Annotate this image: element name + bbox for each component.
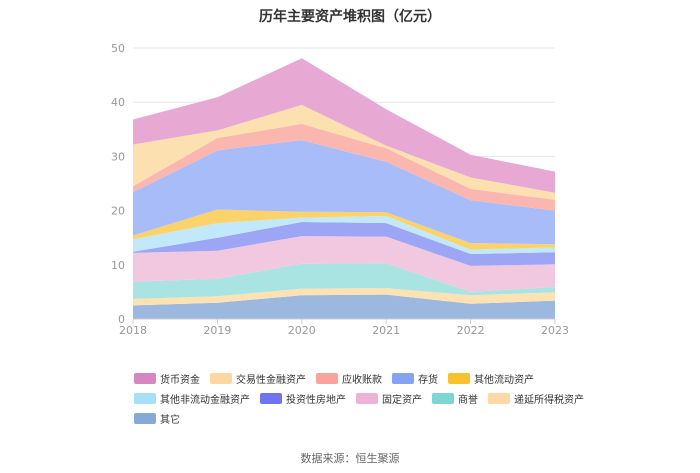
legend-swatch (316, 372, 338, 384)
legend-item[interactable]: 固定资产 (356, 391, 422, 406)
x-tick-label: 2021 (372, 324, 400, 337)
area-series-6[interactable] (133, 209, 555, 250)
legend-swatch (392, 372, 414, 384)
stacked-area-plot: 0 10 20 30 40 50 2018 2019 2020 2021 2022 2023 (111, 42, 569, 337)
legend-row: 货币资金 交易性金融资产 应收账款 存货 其他流动资产 (134, 368, 594, 388)
legend-item[interactable]: 交易性金融资产 (210, 371, 306, 386)
area-series-9[interactable] (133, 104, 555, 200)
legend-item[interactable]: 其他流动资产 (448, 371, 534, 386)
source-note: 数据来源：恒生聚源 (300, 452, 400, 465)
legend-swatch (134, 392, 156, 404)
x-tick-label: 2019 (203, 324, 231, 337)
legend-swatch (260, 392, 282, 404)
axes: 0 10 20 30 40 50 2018 2019 2020 2021 2022 2023 (111, 42, 569, 337)
area-series-7[interactable] (133, 140, 555, 245)
legend: 货币资金 交易性金融资产 应收账款 存货 其他流动资产其他非流动金融资产 投资性房地产 固定… (134, 368, 594, 428)
area-series-3[interactable] (133, 236, 555, 292)
area-series-1[interactable] (133, 288, 555, 306)
legend-item[interactable]: 投资性房地产 (260, 391, 346, 406)
x-tick-label: 2018 (119, 324, 147, 337)
chart-title: 历年主要资产堆积图（亿元） (259, 9, 441, 25)
area-series-5[interactable] (133, 216, 555, 254)
area-series-2[interactable] (133, 263, 555, 299)
y-tick-label: 0 (118, 313, 125, 326)
x-tick-label: 2023 (541, 324, 569, 337)
legend-item[interactable]: 存货 (392, 371, 438, 386)
legend-swatch (356, 392, 378, 404)
legend-swatch (134, 372, 156, 384)
legend-label: 商誉 (458, 394, 478, 406)
y-tick-label: 50 (111, 42, 125, 55)
legend-item[interactable]: 商誉 (432, 391, 478, 406)
x-tick-label: 2022 (457, 324, 485, 337)
legend-label: 存货 (418, 374, 438, 386)
legend-swatch (488, 392, 510, 404)
x-tick-label: 2020 (288, 324, 316, 337)
legend-label: 其他流动资产 (474, 374, 534, 386)
legend-item[interactable]: 应收账款 (316, 371, 382, 386)
area-series (133, 58, 555, 319)
area-series-4[interactable] (133, 222, 555, 266)
legend-label: 应收账款 (342, 374, 382, 386)
legend-item[interactable]: 递延所得税资产 (488, 391, 584, 406)
y-tick-label: 30 (111, 150, 125, 163)
legend-label: 货币资金 (160, 374, 200, 386)
legend-item[interactable]: 其他非流动金融资产 (134, 391, 250, 406)
legend-swatch (448, 372, 470, 384)
legend-label: 其它 (160, 414, 180, 426)
area-series-8[interactable] (133, 123, 555, 211)
legend-label: 固定资产 (382, 394, 422, 406)
legend-label: 递延所得税资产 (514, 394, 584, 406)
legend-item[interactable]: 其它 (134, 411, 180, 426)
legend-swatch (210, 372, 232, 384)
legend-label: 其他非流动金融资产 (160, 394, 250, 406)
legend-swatch (432, 392, 454, 404)
legend-label: 投资性房地产 (286, 394, 346, 406)
legend-row: 其它 (134, 408, 594, 428)
legend-row: 其他非流动金融资产 投资性房地产 固定资产 商誉 递延所得税资产 (134, 388, 594, 408)
y-tick-label: 40 (111, 96, 125, 109)
legend-item[interactable]: 货币资金 (134, 371, 200, 386)
legend-swatch (134, 412, 156, 424)
legend-label: 交易性金融资产 (236, 374, 306, 386)
y-tick-label: 10 (111, 259, 125, 272)
area-series-0[interactable] (133, 294, 555, 319)
y-tick-label: 20 (111, 205, 125, 218)
area-series-10[interactable] (133, 58, 555, 193)
